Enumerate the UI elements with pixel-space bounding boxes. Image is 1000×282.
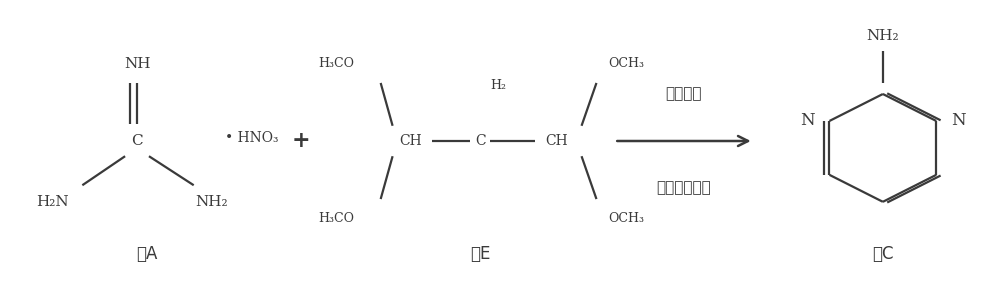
Text: 式E: 式E (470, 245, 490, 263)
Text: CH: CH (399, 134, 422, 148)
Text: OCH₃: OCH₃ (608, 57, 644, 70)
Text: • HNO₃: • HNO₃ (225, 131, 278, 145)
Text: NH₂: NH₂ (867, 29, 899, 43)
Text: H₃CO: H₃CO (318, 212, 354, 225)
Text: H₂: H₂ (490, 79, 506, 92)
Text: H₂N: H₂N (36, 195, 69, 209)
Text: N: N (951, 113, 965, 129)
Text: 通入干氯化氢: 通入干氯化氢 (657, 180, 711, 195)
Text: +: + (292, 130, 310, 152)
Text: NH: NH (124, 57, 150, 70)
Text: N: N (800, 113, 815, 129)
Text: 式A: 式A (136, 245, 158, 263)
Text: C: C (475, 134, 485, 148)
Text: C: C (131, 134, 143, 148)
Text: OCH₃: OCH₃ (608, 212, 644, 225)
Text: 式C: 式C (872, 245, 894, 263)
Text: H₃CO: H₃CO (318, 57, 354, 70)
Text: 无水乙醇: 无水乙醇 (666, 87, 702, 102)
Text: NH₂: NH₂ (195, 195, 228, 209)
Text: CH: CH (545, 134, 568, 148)
